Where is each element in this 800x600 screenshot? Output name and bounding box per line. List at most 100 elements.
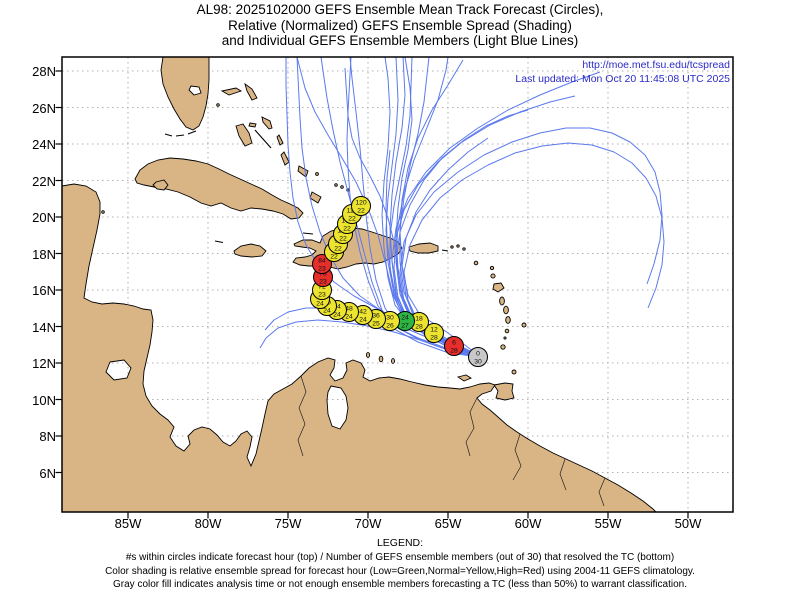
andros-island: [235, 123, 253, 147]
rivers-and-borders: [297, 375, 606, 507]
member-count-label: 24: [323, 308, 331, 315]
forecast-hour-label: 0: [476, 350, 480, 357]
member-count-label: 25: [372, 321, 380, 328]
trinidad: [493, 382, 515, 401]
long-island: [280, 151, 290, 166]
title-line-2: Relative (Normalized) GEFS Ensemble Spre…: [228, 17, 572, 33]
virgin-island-1: [450, 245, 454, 249]
landmass: [62, 57, 657, 512]
member-count-label: 22: [348, 216, 356, 223]
margarita: [456, 374, 472, 382]
lat-tick-label: 8N: [39, 429, 56, 444]
cat-island: [276, 134, 284, 146]
legend-line-3: Gray color fill indicates analysis time …: [113, 579, 687, 590]
member-count-label: 24: [316, 301, 324, 308]
barbuda: [489, 265, 495, 271]
border-line: [598, 477, 606, 507]
isla-juventud: [152, 179, 169, 191]
lon-tick-label: 65W: [434, 516, 462, 531]
member-count-label: 28: [450, 348, 458, 355]
crooked-acklins: [297, 165, 309, 178]
tortuga: [302, 232, 314, 235]
member-count-label: 22: [357, 208, 365, 215]
guadeloupe: [492, 282, 505, 293]
member-count-label: 30: [474, 359, 482, 366]
florida: [160, 57, 210, 131]
member-count-label: 23: [319, 279, 327, 286]
member-count-label: 28: [415, 324, 423, 331]
lon-tick-label: 50W: [674, 516, 702, 531]
virgin-island-2: [456, 244, 460, 248]
border-line: [297, 375, 307, 457]
lat-tick-label: 18N: [32, 246, 56, 262]
curacao: [378, 355, 384, 363]
lat-tick-label: 20N: [32, 210, 56, 225]
title-line-3: and Individual GEFS Ensemble Members (Li…: [221, 33, 579, 48]
bonaire: [391, 358, 395, 364]
member-count-label: 23: [318, 292, 326, 299]
ensemble-member-line: [259, 319, 478, 358]
forecast-circle: [312, 254, 332, 274]
tobago: [511, 369, 517, 375]
puerto-rico: [408, 242, 439, 254]
member-count-label: 22: [343, 226, 351, 233]
grenada: [500, 344, 506, 350]
jamaica: [233, 243, 267, 258]
border-line: [512, 433, 522, 481]
st-martin: [473, 260, 479, 266]
forecast-point-h6: 628: [444, 336, 464, 356]
forecast-hour-label: 84: [318, 257, 326, 264]
caicos-2: [340, 185, 344, 189]
lon-tick-label: 60W: [514, 516, 542, 531]
ensemble-member-line: [391, 71, 601, 356]
st-vincent: [504, 328, 510, 334]
member-count-label: 28: [430, 335, 438, 342]
lon-tick-label: 75W: [274, 516, 302, 531]
lat-tick-label: 24N: [32, 137, 56, 152]
ensemble-member-line: [320, 57, 478, 358]
member-count-label: 24: [333, 312, 341, 319]
forecast-hour-label: 54: [333, 303, 341, 310]
lon-tick-label: 55W: [594, 516, 622, 531]
axis-ticks: [55, 70, 689, 519]
forecast-circle: [468, 347, 488, 367]
ensemble-member-line: [403, 142, 665, 357]
forecast-hour-label: 120: [355, 199, 367, 206]
mean-track-forecast: 0306281228182824273026362542244824542460…: [310, 196, 488, 367]
lat-tick-label: 6N: [39, 465, 56, 481]
ensemble-member-line: [381, 57, 478, 357]
legend-line-2: Color shading is relative ensemble sprea…: [105, 565, 695, 577]
abaco-island: [244, 82, 258, 101]
forecast-hour-label: 24: [401, 314, 409, 321]
member-count-label: 22: [339, 236, 347, 243]
forecast-circle: [351, 196, 371, 216]
virgin-island-3: [462, 247, 466, 251]
lon-tick-label: 80W: [194, 516, 222, 531]
bimini: [216, 103, 220, 107]
source-url-link[interactable]: http://moe.met.fsu.edu/tcspread: [582, 59, 730, 71]
forecast-hour-label: 30: [386, 314, 394, 321]
forecast-hour-label: 18: [415, 315, 423, 322]
last-updated-text: Last updated: Mon Oct 20 11:45:08 UTC 20…: [515, 73, 730, 85]
border-line: [559, 458, 567, 491]
lat-tick-label: 16N: [32, 283, 56, 298]
cayman-islands: [214, 240, 224, 244]
antigua: [490, 273, 496, 279]
lat-tick-label: 10N: [32, 392, 56, 408]
new-providence: [248, 122, 257, 128]
orinoco-river: [465, 397, 478, 457]
legend-line-1: #s within circles indicate forecast hour…: [125, 552, 675, 563]
aruba: [365, 352, 371, 358]
member-count-label: 27: [401, 323, 409, 330]
legend: LEGEND: #s within circles indicate forec…: [0, 537, 800, 592]
st-lucia: [505, 316, 511, 324]
member-count-label: 23: [318, 266, 326, 273]
member-count-label: 26: [386, 323, 394, 330]
caicos-1: [334, 183, 338, 187]
member-count-label: 24: [345, 314, 353, 321]
eleuthera: [261, 116, 273, 130]
